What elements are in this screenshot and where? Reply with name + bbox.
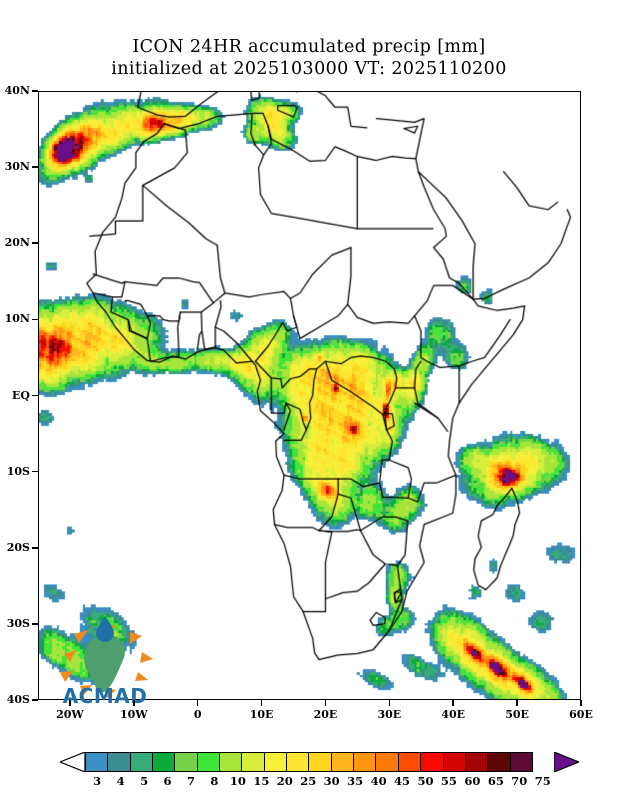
colorbar-label: 75 bbox=[534, 774, 551, 788]
colorbar-swatch bbox=[286, 752, 310, 772]
colorbar-swatch bbox=[174, 752, 198, 772]
water-droplet-icon bbox=[96, 616, 114, 642]
colorbar-label: 5 bbox=[140, 774, 149, 788]
lon-label-60E: 60E bbox=[569, 708, 593, 721]
lon-tick bbox=[580, 700, 582, 706]
colorbar-label: 40 bbox=[370, 774, 387, 788]
lat-tick bbox=[32, 242, 38, 245]
lat-label-40N: 40N bbox=[4, 84, 30, 97]
lon-tick bbox=[260, 700, 263, 706]
colorbar-label: 60 bbox=[464, 774, 481, 788]
lon-label-20W: 20W bbox=[56, 708, 84, 721]
colorbar-swatch bbox=[509, 752, 533, 772]
lon-tick bbox=[388, 700, 391, 706]
colorbar-over-arrow bbox=[554, 752, 579, 772]
lat-tick bbox=[32, 470, 38, 473]
colorbar-label: 15 bbox=[253, 774, 270, 788]
colorbar-label: 35 bbox=[347, 774, 364, 788]
colorbar-label: 55 bbox=[440, 774, 457, 788]
lat-label-10S: 10S bbox=[6, 464, 30, 478]
lat-label-10N: 10N bbox=[4, 312, 30, 326]
colorbar-swatch bbox=[263, 752, 288, 772]
lon-label-40E: 40E bbox=[441, 708, 466, 721]
lat-tick bbox=[32, 394, 38, 397]
map-plot-area bbox=[38, 91, 581, 700]
lat-tick bbox=[32, 546, 38, 549]
precipitation-heatmap bbox=[39, 92, 580, 699]
lon-label-0: 0 bbox=[193, 708, 202, 721]
acmad-logo-text: ACMAD bbox=[63, 684, 148, 704]
lat-tick bbox=[32, 699, 38, 701]
lon-label-20E: 20E bbox=[313, 708, 338, 721]
lat-tick bbox=[32, 90, 38, 92]
colorbar-swatches bbox=[85, 752, 533, 772]
lon-label-10E: 10E bbox=[249, 708, 274, 721]
title-line-1: ICON 24HR accumulated precip [mm] bbox=[132, 37, 486, 57]
colorbar-swatch bbox=[420, 752, 444, 772]
colorbar-swatch bbox=[152, 752, 176, 772]
lon-tick bbox=[69, 700, 71, 706]
colorbar-label: 25 bbox=[300, 774, 317, 788]
lon-tick bbox=[452, 700, 455, 706]
colorbar-swatch bbox=[219, 752, 243, 772]
colorbar-swatch bbox=[241, 752, 265, 772]
lon-label-50E: 50E bbox=[505, 708, 529, 721]
colorbar-label: 4 bbox=[116, 774, 125, 788]
colorbar-label: 3 bbox=[93, 774, 102, 788]
lat-tick bbox=[32, 623, 38, 625]
chart-title-block: ICON 24HR accumulated precip [mm] initia… bbox=[0, 36, 618, 80]
lat-label-EQ: EQ bbox=[12, 388, 30, 402]
colorbar-swatch bbox=[129, 752, 154, 772]
africa-silhouette bbox=[84, 634, 125, 693]
colorbar-label: 65 bbox=[487, 774, 504, 788]
lat-tick bbox=[32, 318, 38, 321]
lat-label-30S: 30S bbox=[6, 616, 30, 630]
colorbar-swatch bbox=[308, 752, 332, 772]
logo-rays bbox=[60, 624, 153, 698]
lon-tick bbox=[196, 700, 199, 706]
precipitation-colorbar: 3 4 5 6 7 8 10 15 20 25 30 35 40 45 50 55 60 65 70 75 bbox=[60, 752, 579, 788]
lat-label-30N: 30N bbox=[4, 160, 30, 174]
colorbar-swatch bbox=[487, 752, 511, 772]
colorbar-swatch bbox=[85, 752, 109, 772]
colorbar-swatch bbox=[196, 752, 221, 772]
colorbar-under-arrow bbox=[60, 752, 85, 772]
colorbar-swatch bbox=[330, 752, 355, 772]
lat-tick bbox=[32, 166, 38, 168]
colorbar-label: 10 bbox=[229, 774, 246, 788]
colorbar-label: 70 bbox=[511, 774, 528, 788]
colorbar-label: 6 bbox=[163, 774, 172, 788]
colorbar-swatch bbox=[375, 752, 399, 772]
colorbar-label: 7 bbox=[186, 774, 195, 788]
title-line-2: initialized at 2025103000 VT: 2025110200 bbox=[111, 59, 507, 79]
lon-tick bbox=[133, 700, 135, 706]
colorbar-label: 45 bbox=[394, 774, 411, 788]
lat-label-40S: 40S bbox=[6, 693, 30, 706]
colorbar-label: 8 bbox=[210, 774, 219, 788]
lon-label-10W: 10W bbox=[119, 708, 148, 721]
colorbar-swatch bbox=[107, 752, 131, 772]
acmad-logo: ACMAD bbox=[46, 612, 164, 704]
colorbar-swatch bbox=[442, 752, 466, 772]
colorbar-swatch bbox=[397, 752, 422, 772]
lon-tick bbox=[324, 700, 327, 706]
lat-label-20N: 20N bbox=[4, 236, 30, 250]
colorbar-label: 30 bbox=[323, 774, 340, 788]
colorbar-label: 20 bbox=[276, 774, 293, 788]
lon-tick bbox=[516, 700, 518, 706]
colorbar-label: 50 bbox=[417, 774, 434, 788]
lon-label-30E: 30E bbox=[377, 708, 402, 721]
colorbar-swatch bbox=[353, 752, 377, 772]
lat-label-20S: 20S bbox=[6, 540, 30, 554]
colorbar-swatch bbox=[464, 752, 489, 772]
